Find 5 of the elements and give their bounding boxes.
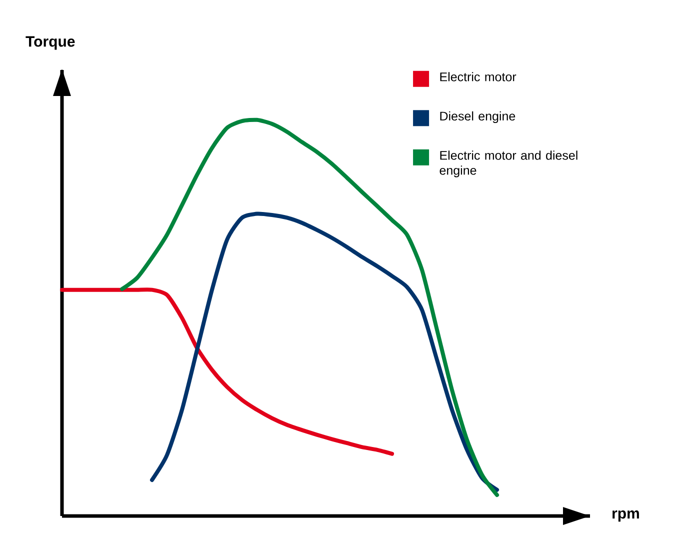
- text: rpm: [612, 510, 639, 522]
- legend-label: Electric motor: [440, 72, 516, 82]
- legend-label: Electric motor and diesel engine: [440, 150, 578, 178]
- y-axis-title: Torque: [26, 36, 75, 50]
- legend-label: Diesel engine: [440, 111, 516, 124]
